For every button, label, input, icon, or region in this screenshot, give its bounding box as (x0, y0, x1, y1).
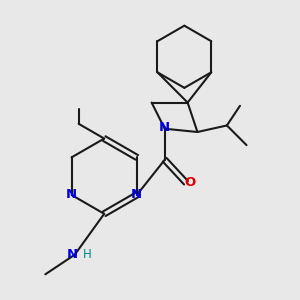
Text: N: N (159, 121, 170, 134)
Text: N: N (67, 248, 78, 261)
Text: N: N (131, 188, 142, 202)
Text: O: O (184, 176, 196, 189)
Text: H: H (83, 248, 92, 261)
Text: N: N (66, 188, 77, 202)
